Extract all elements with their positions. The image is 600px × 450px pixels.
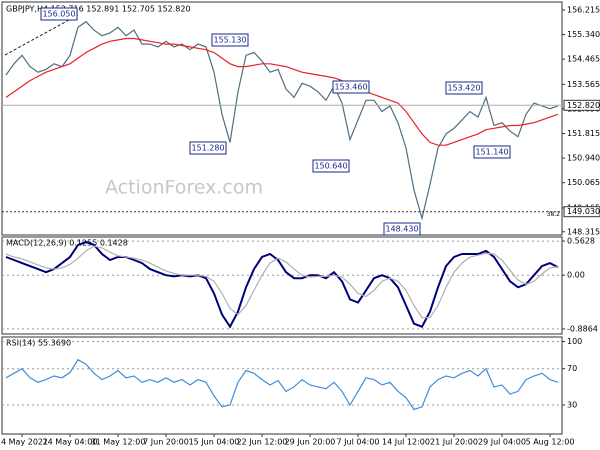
x-tick-label: 15 Jun 04:00 [189,438,240,447]
annotation-box [445,81,483,95]
y-tick-label: 30 [567,400,577,409]
annotation-box [383,222,421,236]
last-price-label: 152.820 [567,101,600,110]
x-tick-label: 29 Jul 04:00 [478,438,526,447]
x-tick-label: 31 May 12:00 [91,438,146,447]
watermark: ActionForex.com [105,177,263,199]
annotation-label: 155.130 [213,36,246,45]
y-tick-label: 100 [567,337,582,346]
annotation-label: 153.460 [334,83,367,92]
main-title: GBPJPY,H4 152.716 152.891 152.705 152.82… [6,5,191,14]
annotation-box [189,141,227,155]
y-tick-label: 148.315 [567,227,600,236]
annotation-label: 156.050 [42,10,75,19]
annotation-label: 151.140 [475,148,508,157]
annotation-box [211,33,249,47]
rsi-panel [1,336,563,435]
fib-box [563,206,600,218]
x-tick-label: 22 Jun 12:00 [237,438,288,447]
x-tick-label: 14 Jul 12:00 [382,438,430,447]
annotation-label: 151.280 [191,144,224,153]
annotation-label: 150.640 [314,162,347,171]
x-tick-label: 14 May 2021 [0,438,48,447]
trend-line [4,14,79,56]
main-panel [1,1,563,236]
x-tick-label: 29 Jun 20:00 [285,438,336,447]
annotation-label: 153.420 [447,84,480,93]
y-tick-label: 153.565 [567,80,600,89]
y-tick-label: 150.940 [567,154,600,163]
series-line [5,245,559,319]
x-tick-label: 24 May 04:00 [43,438,98,447]
series-line [5,20,559,221]
macd-panel [1,236,563,335]
y-tick-label: 0.00 [567,271,585,280]
y-tick-label: 151.815 [567,129,600,138]
annotation-box [332,80,370,94]
series-line [5,240,559,329]
y-tick-label: -0.8864 [567,324,598,333]
y-tick-label: 154.465 [567,55,600,64]
annotation-box [312,159,350,173]
y-tick-label: 70 [567,364,577,373]
x-tick-label: 21 Jul 20:00 [430,438,478,447]
x-tick-label: 7 Jun 20:00 [143,438,189,447]
macd-title: MACD(12,26,9) 0.1255 0.1428 [6,239,128,248]
annotation-label: 148.430 [385,225,418,234]
annotation-box [40,7,78,21]
fib-ratio: 38.2 [547,211,561,218]
y-tick-label: 156.215 [567,6,600,15]
rsi-title: RSI(14) 55.3690 [6,339,71,348]
fib-label: 149.030 [567,207,600,216]
y-tick-label: 150.065 [567,178,600,187]
series-line [5,37,559,146]
x-tick-label: 7 Jul 04:00 [337,438,380,447]
annotation-box [473,145,511,159]
y-tick-label: 155.340 [567,30,600,39]
y-tick-label: 0.5628 [567,237,595,246]
series-line [5,358,559,411]
x-tick-label: 5 Aug 12:00 [526,438,575,447]
last-price-box [563,99,600,111]
